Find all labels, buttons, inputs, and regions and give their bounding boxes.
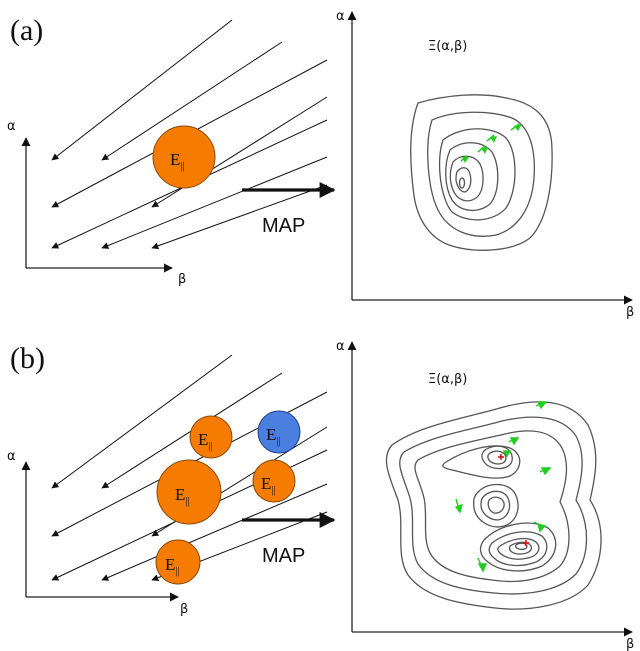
panel-a-label: (a) [10, 14, 43, 47]
svg-text:E||: E|| [175, 485, 190, 507]
panel-b-minima-markers [498, 454, 529, 546]
panel-a-blob: E|| [152, 125, 216, 189]
panel-a: (a) α β E|| MAP α [7, 9, 634, 320]
panel-b-right-x-label: β [626, 637, 634, 651]
panel-a-blob-circle [152, 125, 216, 189]
panel-b-blob-2: E|| [257, 410, 301, 454]
panel-a-map-label: MAP [262, 215, 305, 237]
panel-b: (b) α β E|| E|| E|| [7, 339, 634, 651]
panel-b-map-label: MAP [262, 545, 305, 567]
svg-text:E||: E|| [266, 425, 280, 447]
panel-a-contours [410, 94, 553, 251]
panel-a-blob-label: E|| [170, 150, 185, 172]
panel-b-right-y-label: α [336, 339, 345, 354]
panel-a-gradient-arrows [460, 123, 522, 163]
panel-b-contours [385, 401, 602, 610]
svg-text:E||: E|| [261, 474, 275, 496]
panel-b-blob-4: E|| [252, 459, 296, 503]
panel-a-right-axes: α β Ξ(α,β) [336, 9, 634, 320]
panel-b-blob-3: E|| [156, 459, 222, 525]
panel-b-blob-5: E|| [155, 539, 201, 585]
panel-b-right-axes: α β Ξ(α,β) [336, 339, 634, 651]
panel-a-left-y-label: α [7, 119, 16, 134]
svg-text:E||: E|| [165, 555, 179, 577]
panel-b-function-label: Ξ(α,β) [428, 372, 467, 387]
panel-b-left-y-label: α [7, 449, 16, 464]
panel-b-left-axes: α β [7, 449, 188, 617]
panel-a-left-x-label: β [178, 272, 186, 287]
panel-a-left-axes: α β [7, 119, 186, 287]
panel-a-right-y-label: α [336, 9, 345, 24]
panel-b-gradient-arrows [454, 401, 552, 573]
panel-b-label: (b) [10, 342, 45, 375]
panel-b-blob-1: E|| [189, 415, 233, 459]
panel-a-right-x-label: β [626, 305, 634, 320]
svg-text:E||: E|| [198, 430, 212, 452]
panel-b-left-x-label: β [180, 602, 188, 617]
panel-a-function-label: Ξ(α,β) [428, 39, 467, 54]
